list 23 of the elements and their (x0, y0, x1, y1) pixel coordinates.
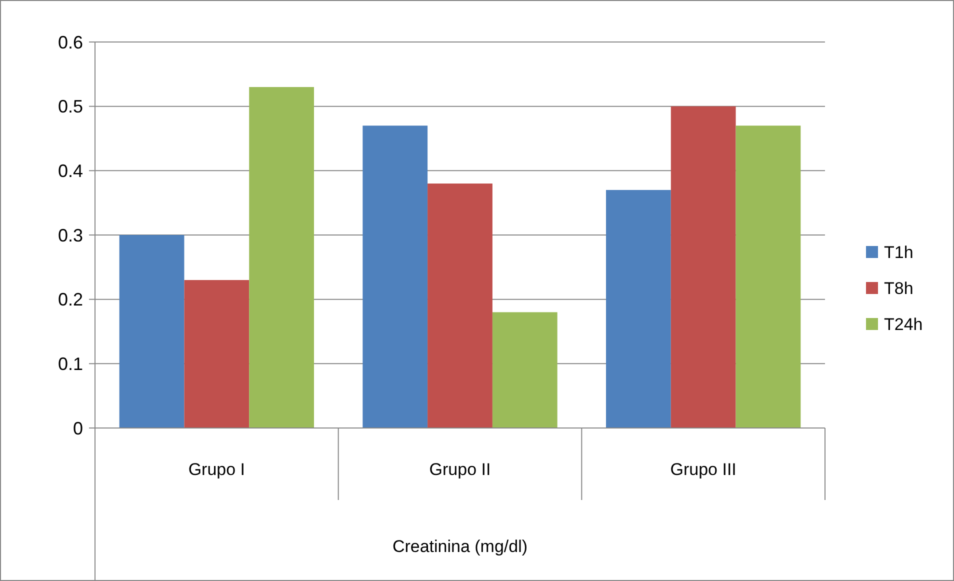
bar (428, 184, 492, 428)
legend-label: T8h (884, 278, 914, 298)
bar (184, 280, 250, 428)
legend-label: T24h (884, 314, 923, 334)
x-tick-label: Grupo III (670, 460, 736, 479)
bar (119, 235, 184, 428)
y-tick-label: 0.4 (58, 160, 83, 181)
x-tick-label: Grupo I (188, 460, 246, 479)
bar (362, 126, 428, 428)
x-axis-title: Creatinina (mg/dl) (392, 537, 528, 556)
y-tick-label: 0.5 (58, 96, 83, 117)
bar (736, 126, 801, 428)
y-tick-label: 0.3 (58, 225, 83, 246)
bar (670, 106, 736, 428)
y-tick-label: 0 (72, 418, 83, 438)
y-tick-label: 0.1 (58, 354, 83, 374)
bar (492, 312, 558, 428)
legend-label: T1h (884, 242, 914, 262)
bar (249, 87, 314, 428)
x-tick-label: Grupo II (429, 460, 491, 479)
y-tick-label: 0.2 (58, 290, 83, 310)
y-tick-label: 0.6 (58, 32, 83, 52)
bar (606, 190, 671, 428)
